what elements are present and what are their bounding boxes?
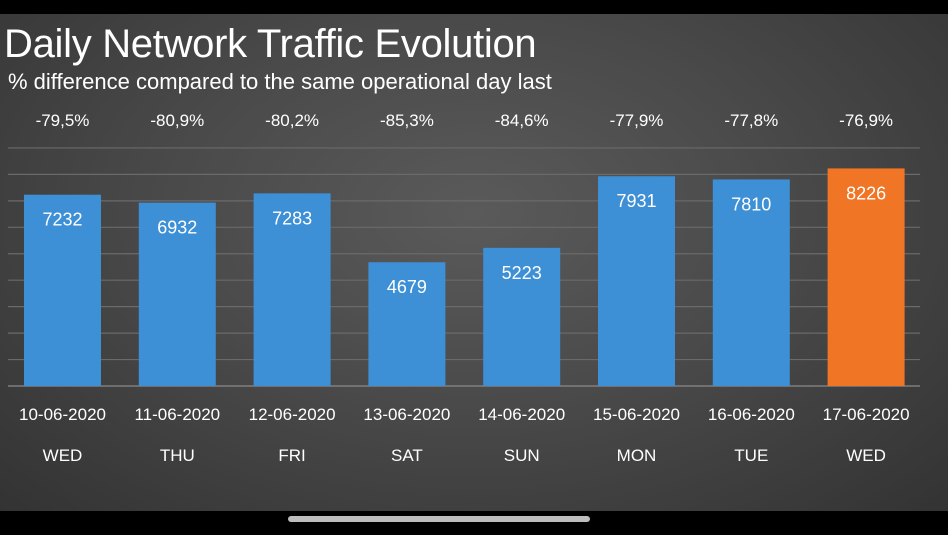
x-tick-date: 10-06-2020 [19,405,106,424]
pct-diff-label: -80,9% [150,111,204,130]
pct-diff-label: -77,8% [724,111,778,130]
x-tick-date: 14-06-2020 [478,405,565,424]
bar [598,176,675,386]
bar [138,202,216,386]
pct-diff-label: -76,9% [839,111,893,130]
bar [368,262,446,386]
x-tick-weekday: TUE [734,446,768,465]
bar-value-label: 4679 [387,277,427,297]
home-indicator[interactable] [288,516,590,522]
x-tick-date: 11-06-2020 [134,405,220,424]
chart-title: Daily Network Traffic Evolution [4,22,537,66]
x-tick-weekday: WED [846,446,886,465]
bar [712,179,790,386]
pct-diff-label: -84,6% [495,111,549,130]
bar-value-label: 6932 [157,218,197,238]
pct-diff-label: -79,5% [36,111,90,130]
bar-value-label: 8226 [846,183,886,203]
x-tick-date: 12-06-2020 [249,405,336,424]
bar-value-label: 7931 [616,191,656,211]
bar [483,247,561,386]
pct-diff-label: -85,3% [380,111,434,130]
bar-value-label: 7810 [731,194,771,214]
chart-subtitle: % difference compared to the same operat… [8,69,552,94]
bar [24,194,101,386]
x-tick-weekday: SAT [391,446,423,465]
bar-highlight [827,168,905,386]
bar-value-label: 7232 [42,210,82,230]
x-tick-date: 17-06-2020 [823,405,910,424]
x-tick-date: 16-06-2020 [708,405,795,424]
x-tick-date: 15-06-2020 [593,405,680,424]
bar-value-label: 5223 [502,263,542,283]
pct-diff-label: -80,2% [265,111,319,130]
x-tick-weekday: SUN [504,446,540,465]
x-tick-weekday: THU [160,446,195,465]
x-tick-weekday: FRI [278,446,305,465]
x-tick-weekday: MON [617,446,657,465]
labels: 7232 -79,5% 10-06-2020 WED 6932 -80,9% 11-06-2… [19,111,910,465]
x-tick-date: 13-06-2020 [363,405,450,424]
pct-diff-label: -77,9% [610,111,664,130]
bars [24,168,905,386]
x-tick-weekday: WED [43,446,83,465]
bar-value-label: 7283 [272,208,312,228]
bar [253,193,331,386]
